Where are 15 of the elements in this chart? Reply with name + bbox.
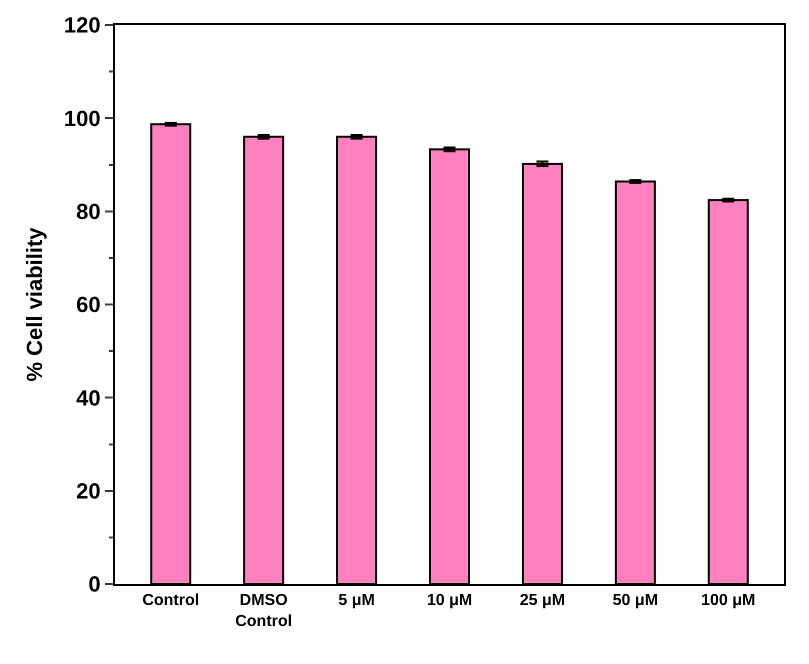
x-tick-label: 10 μM bbox=[426, 592, 472, 610]
y-tick-label: 100 bbox=[64, 106, 101, 131]
y-tick-label: 60 bbox=[76, 292, 101, 318]
x-tick-label: 50 μM bbox=[612, 592, 658, 610]
y-tick-label: 40 bbox=[76, 385, 101, 410]
x-tick-label: DMSO Control bbox=[235, 592, 292, 630]
y-tick-label: 0 bbox=[88, 572, 101, 597]
x-tick-label: Control bbox=[142, 592, 200, 610]
y-tick-label: 80 bbox=[76, 199, 101, 224]
x-tick-label: 100 μM bbox=[701, 592, 756, 610]
y-axis-title: % Cell viability bbox=[22, 226, 48, 382]
y-tick-label: 120 bbox=[64, 12, 101, 38]
x-tick-label: 5 μM bbox=[338, 592, 375, 610]
y-tick-label: 20 bbox=[76, 478, 101, 504]
x-tick-label: 25 μM bbox=[520, 592, 566, 610]
